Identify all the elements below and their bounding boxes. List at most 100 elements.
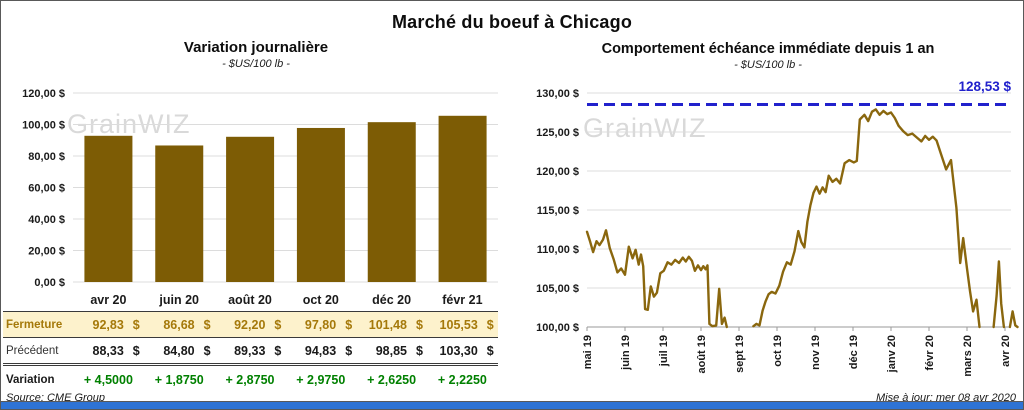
price-number: 89,33 — [234, 343, 266, 358]
month-label: nov 19 — [810, 335, 822, 370]
price-number: 101,48 — [368, 317, 407, 332]
price-line — [1008, 310, 1019, 329]
y-tick-label: 120,00 $ — [536, 166, 579, 178]
fermeture-value: 101,48 $ — [356, 311, 427, 338]
variation-value: + 4,5000 — [73, 366, 144, 393]
currency-symbol: $ — [274, 343, 282, 358]
month-label: mars 20 — [962, 335, 974, 377]
price-number: 98,85 — [375, 343, 407, 358]
currency-symbol: $ — [203, 343, 211, 358]
currency-symbol: $ — [132, 317, 140, 332]
currency-symbol: $ — [345, 317, 353, 332]
month-label: avr 20 — [1000, 335, 1012, 367]
y-tick-label: 125,00 $ — [536, 127, 579, 139]
bar — [296, 127, 345, 282]
month-label: août 19 — [696, 335, 708, 374]
bar — [367, 122, 416, 282]
table-corner — [3, 289, 73, 311]
price-number: 97,80 — [304, 317, 337, 332]
fermeture-value: 97,80 $ — [285, 311, 357, 338]
price-number: 94,83 — [304, 343, 337, 358]
price-line — [752, 108, 981, 329]
month-label: juin 19 — [620, 335, 632, 371]
quotes-table: avr 20 juin 20 août 20 oct 20 déc 20 févr 21 F… — [3, 289, 509, 393]
y-tick-label: 80,00 $ — [28, 151, 65, 163]
month-label: sept 19 — [734, 335, 746, 373]
line-chart-title: Comportement échéance immédiate depuis 1… — [601, 41, 935, 57]
currency-symbol: $ — [345, 343, 353, 358]
price-number: 105,53 — [439, 317, 478, 332]
month-label: févr 20 — [924, 335, 936, 370]
bar — [438, 115, 487, 282]
price-number: 88,33 — [92, 343, 124, 358]
month-label: oct 19 — [772, 335, 784, 367]
month-label: janv 20 — [886, 335, 898, 373]
bar-chart: 120,00 $ 100,00 $ 80,00 $ 60,00 $ 40,00 $ 20,… — [22, 88, 498, 289]
y-tick-label: 40,00 $ — [28, 214, 65, 226]
fermeture-value: 86,68 $ — [143, 311, 215, 338]
price-number: 92,83 — [92, 317, 124, 332]
price-line — [585, 229, 728, 329]
line-chart-panel: Comportement échéance immédiate depuis 1… — [515, 41, 1021, 71]
fermeture-value: 105,53 $ — [426, 311, 498, 338]
line-chart: 130,00 $ 125,00 $ 120,00 $ 115,00 $ 110,00 $… — [536, 79, 1019, 377]
precedent-value: 98,85 $ — [356, 338, 427, 366]
variation-value: + 1,8750 — [144, 366, 215, 393]
y-tick-label: 115,00 $ — [537, 205, 579, 217]
row-label-variation: Variation — [6, 373, 55, 386]
currency-symbol: $ — [203, 317, 211, 332]
y-tick-label: 100,00 $ — [536, 322, 579, 334]
category-label: avr 20 — [90, 293, 127, 307]
currency-symbol: $ — [486, 317, 494, 332]
page-title: Marché du boeuf à Chicago — [391, 12, 633, 32]
currency-symbol: $ — [486, 343, 494, 358]
precedent-value: 94,83 $ — [285, 338, 357, 366]
bar-chart-subtitle: - $US/100 lb - — [222, 58, 290, 70]
month-label: déc 19 — [848, 335, 860, 369]
currency-symbol: $ — [274, 317, 282, 332]
currency-symbol: $ — [415, 317, 423, 332]
currency-symbol: $ — [415, 343, 423, 358]
y-tick-label: 110,00 $ — [537, 244, 579, 256]
precedent-value: 89,33 $ — [214, 338, 286, 366]
bar — [226, 136, 275, 282]
y-tick-label: 120,00 $ — [22, 88, 65, 100]
row-label-fermeture: Fermeture — [3, 311, 73, 338]
variation-value: + 2,9750 — [285, 366, 356, 393]
price-number: 103,30 — [439, 343, 478, 358]
bar — [155, 145, 204, 282]
y-tick-label: 130,00 $ — [536, 88, 579, 100]
category-label: juin 20 — [159, 293, 199, 307]
bar-chart-title: Variation journalière — [183, 39, 329, 56]
bottom-accent-strip — [1, 401, 1023, 409]
price-number: 92,20 — [234, 317, 266, 332]
variation-number: + 2,8750 — [225, 372, 275, 387]
precedent-value: 88,33 $ — [73, 338, 144, 366]
precedent-value: 103,30 $ — [426, 338, 498, 366]
line-chart-subtitle: - $US/100 lb - — [734, 59, 802, 71]
y-tick-label: 20,00 $ — [28, 246, 65, 258]
month-label: juil 19 — [658, 335, 670, 367]
price-number: 86,68 — [163, 317, 195, 332]
reference-label: 128,53 $ — [958, 79, 1011, 94]
variation-value: + 2,2250 — [427, 366, 498, 393]
category-label: août 20 — [228, 293, 272, 307]
variation-number: + 2,9750 — [296, 372, 346, 387]
variation-value: + 2,6250 — [356, 366, 427, 393]
row-label-precedent: Précédent — [3, 338, 73, 366]
currency-symbol: $ — [132, 343, 140, 358]
y-tick-label: 0,00 $ — [34, 277, 65, 289]
fermeture-value: 92,20 $ — [214, 311, 286, 338]
bar — [84, 135, 133, 282]
month-label: mai 19 — [582, 335, 594, 369]
variation-number: + 2,6250 — [367, 372, 417, 387]
variation-value: + 2,8750 — [215, 366, 286, 393]
y-tick-label: 60,00 $ — [28, 183, 65, 195]
category-label: déc 20 — [372, 293, 412, 307]
precedent-value: 84,80 $ — [143, 338, 215, 366]
price-line — [992, 260, 1006, 329]
variation-number: + 1,8750 — [154, 372, 204, 387]
variation-number: + 4,5000 — [83, 372, 133, 387]
category-label: févr 21 — [442, 293, 483, 307]
variation-number: + 2,2250 — [437, 372, 487, 387]
